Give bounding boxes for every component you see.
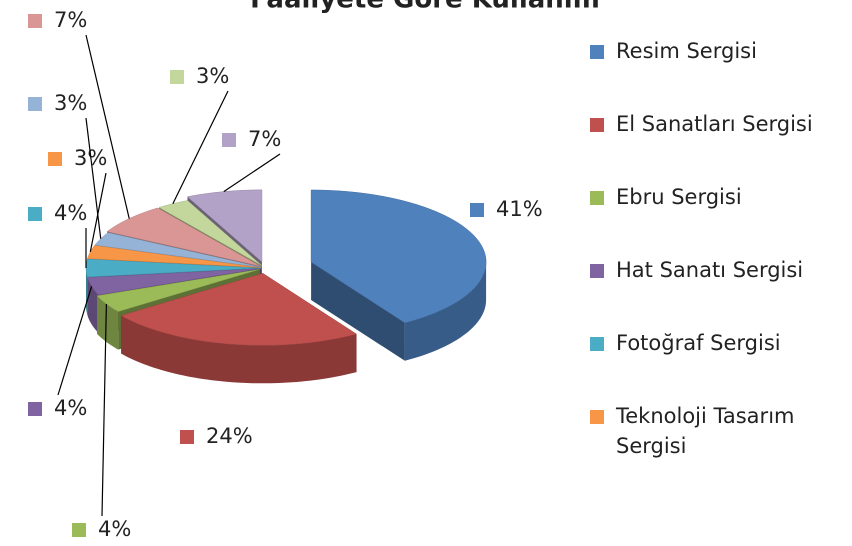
legend-item: Teknoloji Tasarım Sergisi — [590, 401, 850, 474]
data-label: 41% — [496, 197, 543, 221]
legend-item: Hat Sanatı Sergisi — [590, 255, 850, 328]
pie-slice — [158, 200, 263, 266]
legend-item: Fotoğraf Sergisi — [590, 328, 850, 401]
pie-slice — [106, 207, 261, 267]
pie-slice — [96, 269, 260, 312]
pie-slice-edge — [311, 261, 405, 361]
leader-line — [85, 117, 102, 239]
pie-slice — [120, 273, 358, 346]
pie-slice — [186, 189, 263, 263]
label-swatch — [28, 14, 42, 28]
label-swatch — [222, 133, 236, 147]
legend-label: Resim Sergisi — [616, 39, 757, 63]
legend-item: El Sanatları Sergisi — [590, 109, 850, 182]
legend-item: Resim Sergisi — [590, 36, 850, 109]
label-swatch — [170, 70, 184, 84]
legend: Resim Sergisi El Sanatları Sergisi Ebru Se… — [590, 36, 850, 474]
pie-slice-side — [121, 315, 357, 384]
legend-label: Teknoloji Tasarım Sergisi — [616, 404, 795, 458]
chart-title: Faaliyete Göre Kullanım — [250, 0, 600, 15]
pie-slice — [87, 268, 262, 296]
data-label: 3% — [196, 64, 229, 88]
pie-slice-side — [404, 261, 487, 361]
legend-swatch — [590, 264, 604, 278]
legend-swatch — [590, 337, 604, 351]
legend-swatch — [590, 410, 604, 424]
leader-line — [172, 90, 229, 204]
label-swatch — [48, 152, 62, 166]
leader-line — [89, 172, 107, 253]
legend-label: El Sanatları Sergisi — [616, 112, 813, 136]
pie-slice-side — [97, 295, 119, 350]
legend-label: Ebru Sergisi — [616, 185, 742, 209]
label-swatch — [72, 523, 86, 537]
legend-item: Ebru Sergisi — [590, 182, 850, 255]
legend-label: Hat Sanatı Sergisi — [616, 258, 804, 282]
label-swatch — [28, 97, 42, 111]
pie-tops — [85, 189, 487, 346]
data-label: 7% — [248, 127, 281, 151]
label-swatch — [28, 207, 42, 221]
leader-line — [57, 286, 93, 396]
legend-label: Fotoğraf Sergisi — [616, 331, 781, 355]
legend-swatch — [590, 45, 604, 59]
leader-line — [85, 34, 130, 219]
data-label: 4% — [54, 201, 87, 225]
data-label: 7% — [54, 8, 87, 32]
data-label: 4% — [98, 517, 131, 541]
leader-line — [101, 303, 107, 517]
label-swatch — [470, 203, 484, 217]
data-label: 3% — [54, 91, 87, 115]
label-swatch — [180, 430, 194, 444]
pie-slice — [310, 189, 487, 324]
data-label: 4% — [54, 396, 87, 420]
legend-swatch — [590, 118, 604, 132]
data-label: 24% — [206, 424, 253, 448]
leader-line — [223, 153, 281, 193]
legend-swatch — [590, 191, 604, 205]
label-swatch — [28, 402, 42, 416]
